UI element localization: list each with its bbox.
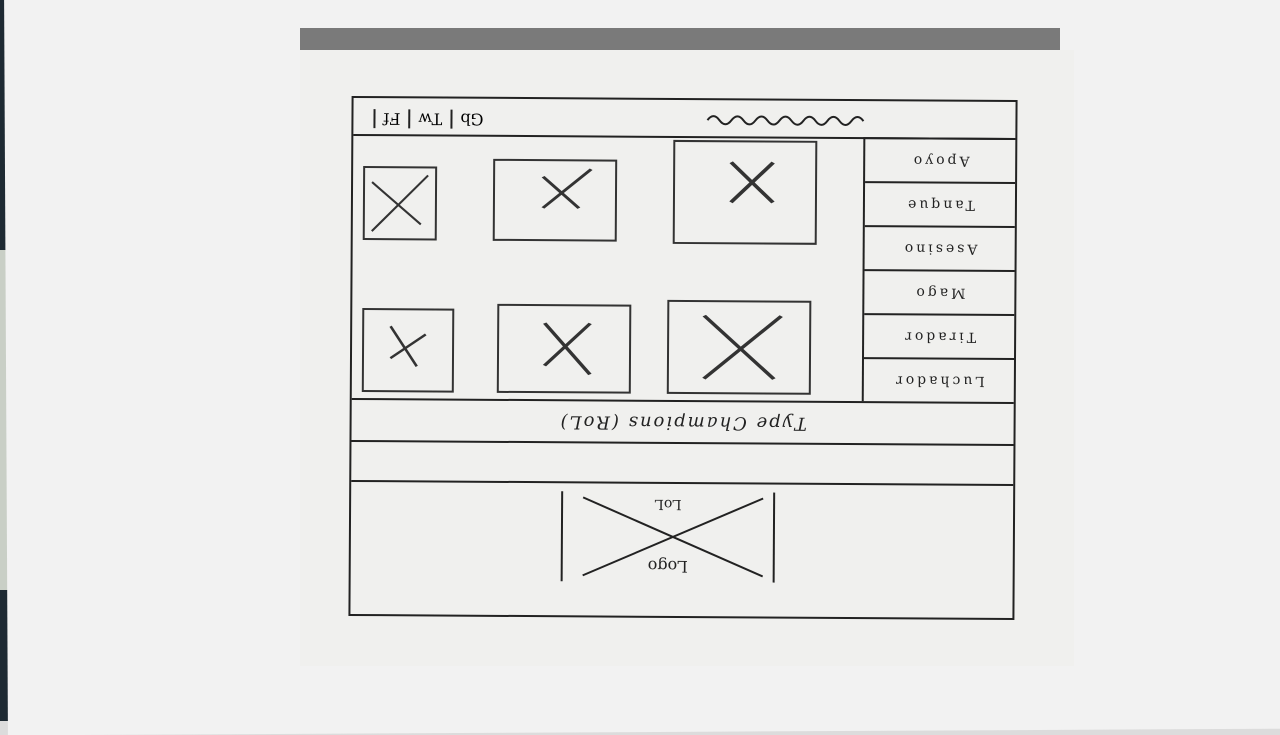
sidebar-item-label: Tanque <box>904 196 975 213</box>
wireframe-frame: Ff Tw Gb Apoyo Tanque Asesino Mago Tirad… <box>348 95 1018 621</box>
sidebar-menu: Apoyo Tanque Asesino Mago Tirador Luchad… <box>861 137 1016 403</box>
champion-grid <box>361 139 818 401</box>
sidebar-item-mago[interactable]: Mago <box>864 269 1015 315</box>
sidebar-item-tanque[interactable]: Tanque <box>864 181 1016 227</box>
sidebar-item-label: Luchador <box>893 372 985 389</box>
social-link-tw[interactable]: Tw <box>408 108 451 129</box>
sidebar-item-luchador[interactable]: Luchador <box>863 357 1015 403</box>
image-placeholder-icon[interactable] <box>361 308 455 393</box>
caption-text: Type Champions (RoL) <box>558 410 807 434</box>
logo-bottom-label: Logo <box>647 556 688 577</box>
image-placeholder-icon[interactable] <box>492 158 618 242</box>
sidebar-item-label: Mago <box>913 284 966 301</box>
image-placeholder-icon[interactable] <box>496 303 632 394</box>
scribble-brand-icon <box>705 108 875 129</box>
paper-shadow <box>300 28 1060 54</box>
social-link-ff[interactable]: Ff <box>373 108 409 128</box>
image-placeholder-icon[interactable] <box>666 299 812 395</box>
sidebar-item-label: Tirador <box>902 328 977 345</box>
image-placeholder-icon[interactable] <box>672 139 818 245</box>
sidebar-item-label: Apoyo <box>910 152 970 169</box>
sidebar-item-apoyo[interactable]: Apoyo <box>865 137 1016 183</box>
social-links: Ff Tw Gb <box>373 104 492 133</box>
sidebar-item-label: Asesino <box>901 240 978 257</box>
sidebar-item-asesino[interactable]: Asesino <box>864 225 1015 271</box>
logo-placeholder-icon[interactable]: LoL Logo <box>560 491 776 583</box>
footer: LoL Logo <box>350 479 1014 619</box>
logo-top-label: LoL <box>654 495 682 512</box>
top-bar: Ff Tw Gb <box>353 97 1016 141</box>
wireframe-sheet: Ff Tw Gb Apoyo Tanque Asesino Mago Tirad… <box>300 50 1074 666</box>
social-link-gb[interactable]: Gb <box>450 109 492 129</box>
section-caption: Type Champions (RoL) <box>351 397 1014 447</box>
image-placeholder-icon[interactable] <box>362 166 438 241</box>
sidebar-item-tirador[interactable]: Tirador <box>864 313 1015 359</box>
